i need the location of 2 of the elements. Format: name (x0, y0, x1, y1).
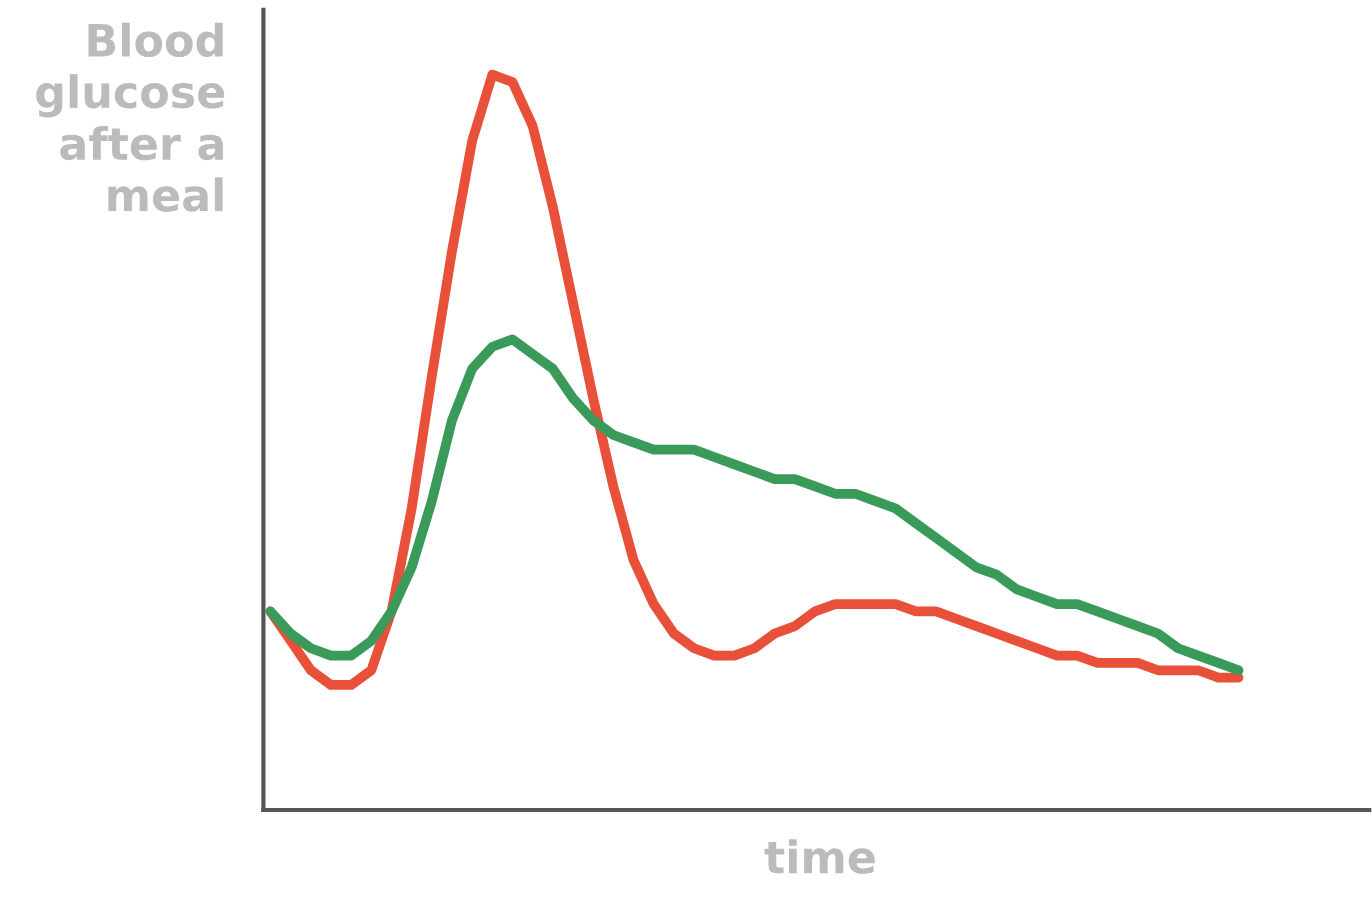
x-axis-title: time (764, 839, 875, 874)
y-axis-title: Blood glucose after a meal (36, 22, 225, 212)
